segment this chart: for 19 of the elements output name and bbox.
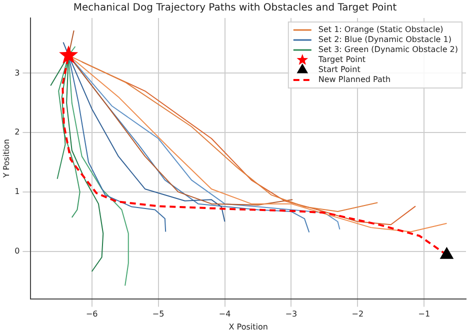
- y-tick-label: 0: [14, 246, 20, 256]
- y-tick-label: 1: [14, 187, 20, 196]
- legend-label: Set 2: Blue (Dynamic Obstacle 1): [318, 35, 452, 44]
- legend-label: Target Point: [317, 55, 366, 64]
- chart-title: Mechanical Dog Trajectory Paths with Obstacles and Target Point: [73, 2, 397, 14]
- x-tick-label: −5: [152, 310, 164, 319]
- legend-label: Set 3: Green (Dynamic Obstacle 2): [318, 45, 458, 54]
- x-tick-label: −4: [218, 310, 231, 319]
- y-axis-title: Y Position: [2, 139, 11, 179]
- y-tick-label: 3: [14, 68, 20, 78]
- legend-label: New Planned Path: [318, 75, 391, 84]
- legend-label: Start Point: [318, 65, 360, 74]
- x-tick-label: −6: [86, 310, 98, 319]
- legend-label: Set 1: Orange (Static Obstacle): [318, 25, 444, 34]
- x-axis-title: X Position: [228, 322, 268, 332]
- x-tick-label: −3: [285, 310, 298, 319]
- x-tick-label: −2: [352, 310, 364, 319]
- x-tick-label: −1: [418, 310, 430, 319]
- y-tick-label: 2: [14, 128, 20, 137]
